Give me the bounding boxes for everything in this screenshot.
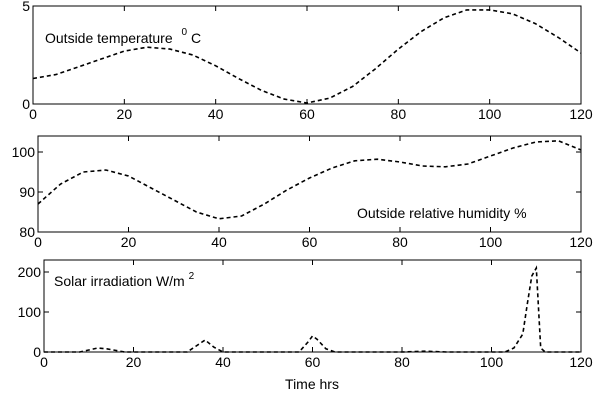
annotation-solar: Solar irradiation W/m 2 <box>54 271 195 289</box>
series-line-solar <box>44 265 581 353</box>
x-tick-label-solar-0: 0 <box>40 354 48 370</box>
x-tick-label-temperature-2: 40 <box>208 106 224 122</box>
y-tick-label-temperature-1: 5 <box>22 0 30 14</box>
ticks-humidity: 0 20 40 60 80 100 120 80 90 100 <box>12 136 593 250</box>
x-tick-label-humidity-0: 0 <box>34 234 42 250</box>
x-tick-label-solar-1: 20 <box>126 354 142 370</box>
annotation-temperature-suffix: C <box>191 30 201 46</box>
x-tick-label-humidity-5: 100 <box>479 234 503 250</box>
y-tick-label-temperature-0: 0 <box>22 96 30 112</box>
y-tick-label-solar-2: 200 <box>18 264 42 280</box>
panel-solar: 0 20 40 60 80 100 120 0 100 200 Solar irradiation… <box>18 259 593 370</box>
y-tick-label-humidity-0: 80 <box>19 224 35 240</box>
x-tick-label-solar-5: 100 <box>480 354 504 370</box>
y-tick-label-solar-0: 0 <box>33 344 41 360</box>
y-tick-label-humidity-2: 100 <box>12 144 36 160</box>
x-tick-label-humidity-1: 20 <box>121 234 137 250</box>
x-tick-label-humidity-4: 80 <box>392 234 408 250</box>
annotation-temperature: Outside temperature 0 C <box>45 22 201 46</box>
panel-temperature: 0 20 40 60 80 100 120 0 5 Outside temperature 0 … <box>22 0 593 122</box>
x-tick-label-temperature-0: 0 <box>29 106 37 122</box>
series-line-humidity <box>37 139 582 220</box>
annotation-temperature-sup: 0 <box>182 27 188 38</box>
x-tick-label-temperature-1: 20 <box>117 106 133 122</box>
x-tick-label-humidity-2: 40 <box>211 234 227 250</box>
x-tick-label-temperature-4: 80 <box>391 106 407 122</box>
annotation-humidity: Outside relative humidity % <box>357 205 527 221</box>
y-tick-label-solar-1: 100 <box>18 304 42 320</box>
annotation-humidity-text: Outside relative humidity % <box>357 205 527 221</box>
x-tick-label-solar-4: 80 <box>394 354 410 370</box>
series-line-temperature <box>32 9 582 104</box>
x-tick-label-temperature-5: 100 <box>478 106 502 122</box>
x-axis-label: Time hrs <box>285 376 339 392</box>
x-tick-label-solar-2: 40 <box>215 354 231 370</box>
axes-frame-temperature <box>32 5 582 105</box>
annotation-temperature-text: Outside temperature <box>45 30 173 46</box>
annotation-solar-sup: 2 <box>189 271 195 282</box>
x-tick-label-solar-6: 120 <box>569 354 593 370</box>
ticks-solar: 0 20 40 60 80 100 120 0 100 200 <box>18 260 593 370</box>
x-tick-label-temperature-6: 120 <box>569 106 593 122</box>
x-tick-label-humidity-6: 120 <box>569 234 593 250</box>
x-tick-label-temperature-3: 60 <box>299 106 315 122</box>
ticks-temperature: 0 20 40 60 80 100 120 0 5 <box>22 0 593 122</box>
axes-frame-humidity <box>37 135 582 233</box>
annotation-solar-text: Solar irradiation W/m <box>54 273 185 289</box>
x-tick-label-solar-3: 60 <box>305 354 321 370</box>
y-tick-label-humidity-1: 90 <box>19 184 35 200</box>
x-tick-label-humidity-3: 60 <box>302 234 318 250</box>
panel-humidity: 0 20 40 60 80 100 120 80 90 100 Outside relative … <box>12 135 593 250</box>
